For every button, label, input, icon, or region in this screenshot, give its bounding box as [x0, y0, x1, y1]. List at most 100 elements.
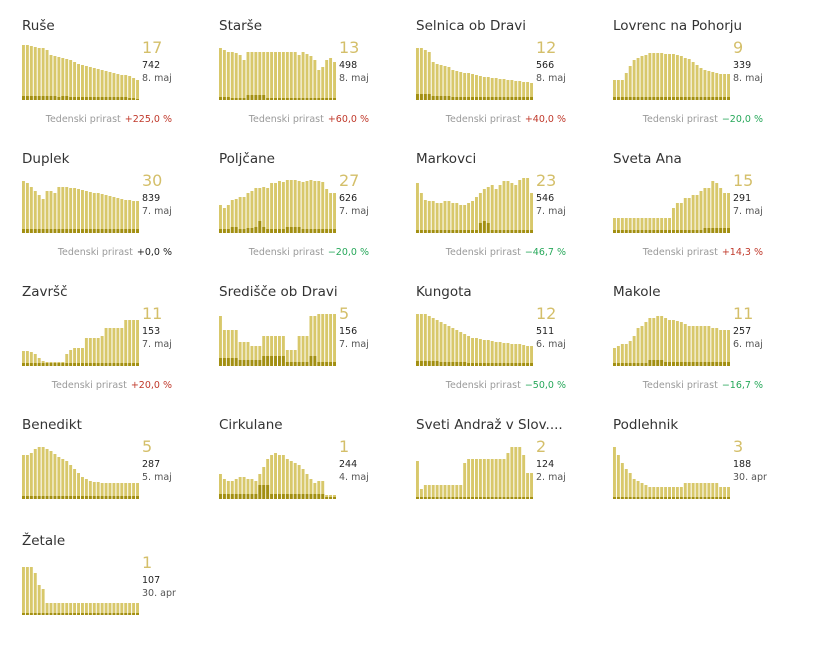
bar-dark	[230, 494, 234, 499]
bar-dark	[624, 497, 628, 499]
bar-dark	[498, 230, 502, 233]
bar	[333, 62, 336, 100]
bar	[522, 345, 526, 366]
bar-dark	[506, 497, 510, 499]
bar-dark	[471, 230, 474, 233]
bar	[96, 482, 100, 499]
bar-dark	[427, 361, 431, 366]
bar	[33, 449, 37, 499]
bar-dark	[727, 497, 730, 499]
weekly-growth-label: Tedenski prirast	[248, 247, 324, 258]
bar	[281, 182, 285, 233]
bar	[77, 348, 80, 366]
bar	[77, 189, 80, 233]
bar-dark	[309, 494, 313, 499]
bar	[431, 485, 435, 499]
bar	[29, 453, 33, 499]
bar	[262, 336, 266, 366]
bar	[526, 178, 530, 233]
bar	[81, 65, 84, 100]
municipality-name: Starše	[219, 18, 263, 34]
bar-dark	[313, 229, 317, 233]
bar-dark	[435, 497, 439, 499]
bar	[242, 60, 246, 100]
bar	[100, 336, 104, 366]
bar	[37, 195, 41, 233]
bar-dark	[691, 97, 695, 100]
bar	[116, 198, 120, 233]
bar-dark	[49, 229, 53, 233]
bar	[81, 190, 84, 233]
bar-dark	[613, 497, 616, 499]
bar-dark	[648, 360, 652, 366]
weekly-growth: Tedenski prirast +60,0 %	[249, 114, 369, 125]
bar	[41, 48, 45, 100]
bar-dark	[285, 227, 289, 233]
bar-dark	[53, 229, 57, 233]
bar-dark	[530, 97, 533, 100]
bar-dark	[120, 496, 124, 499]
weekly-growth: Tedenski prirast −50,0 %	[446, 380, 566, 391]
bar-chart	[22, 310, 140, 366]
bar-dark	[33, 613, 37, 615]
bar	[230, 52, 234, 100]
bar-dark	[325, 229, 329, 233]
bar-dark	[132, 613, 136, 615]
bar	[514, 81, 518, 100]
bar-dark	[285, 494, 289, 499]
total-count: 339	[733, 60, 752, 71]
bar	[636, 481, 640, 499]
bar	[29, 352, 33, 366]
bar	[84, 479, 88, 499]
bar	[427, 52, 431, 100]
bar-chart-svg	[416, 314, 533, 366]
bar	[463, 334, 467, 366]
municipality-name: Duplek	[22, 151, 70, 167]
bar	[467, 203, 471, 233]
bar	[281, 52, 285, 100]
bar-dark	[242, 229, 246, 233]
bar-dark	[301, 229, 305, 233]
bar-dark	[124, 363, 128, 366]
bar-dark	[77, 363, 80, 366]
bar	[683, 324, 687, 366]
bar-dark	[672, 230, 675, 233]
bar	[219, 316, 222, 366]
bar-dark	[455, 362, 459, 366]
bar-dark	[510, 363, 514, 366]
bar-dark	[45, 496, 49, 499]
bar	[660, 487, 664, 499]
bar	[266, 336, 270, 366]
bar	[435, 485, 439, 499]
bar-dark	[250, 360, 254, 366]
bar-dark	[695, 362, 699, 366]
bar-dark	[471, 97, 474, 100]
bar-dark	[246, 228, 250, 233]
stats-block: 9 339 8. maj	[733, 38, 803, 85]
bar-dark	[613, 230, 616, 233]
bar-dark	[660, 97, 664, 100]
bar-dark	[416, 230, 419, 233]
bar-dark	[707, 97, 711, 100]
bar	[482, 459, 486, 499]
bar-dark	[258, 221, 262, 233]
bar	[33, 573, 37, 615]
bar-dark	[246, 95, 250, 100]
bar-dark	[96, 613, 100, 615]
bar	[447, 326, 451, 366]
bar-dark	[494, 97, 498, 100]
bar	[660, 218, 664, 233]
bar-dark	[455, 497, 459, 499]
bar	[518, 447, 522, 499]
bar-dark	[482, 221, 486, 233]
bar-dark	[293, 362, 297, 366]
municipality-name: Lovrenc na Pohorju	[613, 18, 743, 34]
bar-dark	[116, 97, 120, 100]
bar-dark	[29, 613, 33, 615]
bar-dark	[502, 497, 506, 499]
bar	[719, 188, 723, 233]
latest-date: 6. maj	[536, 339, 566, 350]
bar-dark	[648, 97, 652, 100]
stats-block: 30 839 7. maj	[142, 171, 212, 218]
bar-dark	[289, 494, 293, 499]
